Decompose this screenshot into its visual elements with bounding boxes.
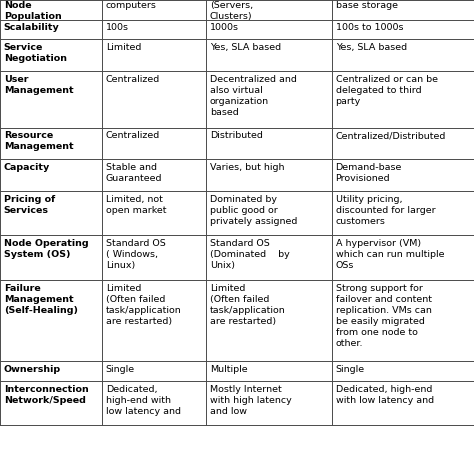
Text: User
Management: User Management — [4, 74, 73, 95]
Text: Centralized or can be
delegated to third
party: Centralized or can be delegated to third… — [336, 74, 438, 106]
Text: Centralized/Distributed: Centralized/Distributed — [336, 131, 446, 140]
Text: Varies, but high: Varies, but high — [210, 163, 284, 172]
Text: Node Operating
System (OS): Node Operating System (OS) — [4, 239, 89, 259]
Text: Distributed: Distributed — [210, 131, 263, 140]
Text: Mostly Internet
with high latency
and low: Mostly Internet with high latency and lo… — [210, 384, 292, 416]
Text: Stable and
Guaranteed: Stable and Guaranteed — [106, 163, 162, 183]
Text: computers: computers — [106, 1, 156, 10]
Text: Limited, not
open market: Limited, not open market — [106, 195, 166, 215]
Text: Yes, SLA based: Yes, SLA based — [210, 43, 281, 52]
Text: Dedicated, high-end
with low latency and: Dedicated, high-end with low latency and — [336, 384, 434, 405]
Text: Node
Population: Node Population — [4, 1, 62, 21]
Text: Standard OS
( Windows,
Linux): Standard OS ( Windows, Linux) — [106, 239, 165, 271]
Text: Centralized: Centralized — [106, 131, 160, 140]
Text: Yes, SLA based: Yes, SLA based — [336, 43, 407, 52]
Text: Standard OS
(Dominated    by
Unix): Standard OS (Dominated by Unix) — [210, 239, 290, 271]
Text: 1000s: 1000s — [210, 23, 239, 32]
Text: Resource
Management: Resource Management — [4, 131, 73, 151]
Text: Demand-base
Provisioned: Demand-base Provisioned — [336, 163, 402, 183]
Text: Single: Single — [106, 365, 135, 374]
Text: Capacity: Capacity — [4, 163, 50, 172]
Text: Dominated by
public good or
privately assigned: Dominated by public good or privately as… — [210, 195, 297, 226]
Text: A hypervisor (VM)
which can run multiple
OSs: A hypervisor (VM) which can run multiple… — [336, 239, 444, 271]
Text: Interconnection
Network/Speed: Interconnection Network/Speed — [4, 384, 89, 405]
Text: Utility pricing,
discounted for larger
customers: Utility pricing, discounted for larger c… — [336, 195, 435, 226]
Text: Service
Negotiation: Service Negotiation — [4, 43, 67, 63]
Text: Scalability: Scalability — [4, 23, 60, 32]
Text: Multiple: Multiple — [210, 365, 247, 374]
Text: Single: Single — [336, 365, 365, 374]
Text: Limited: Limited — [106, 43, 141, 52]
Text: (Servers,
Clusters): (Servers, Clusters) — [210, 1, 253, 21]
Text: 100s: 100s — [106, 23, 129, 32]
Text: Decentralized and
also virtual
organization
based: Decentralized and also virtual organizat… — [210, 74, 297, 117]
Text: Dedicated,
high-end with
low latency and: Dedicated, high-end with low latency and — [106, 384, 181, 416]
Text: Failure
Management
(Self-Healing): Failure Management (Self-Healing) — [4, 283, 78, 315]
Text: Pricing of
Services: Pricing of Services — [4, 195, 55, 215]
Text: Centralized: Centralized — [106, 74, 160, 83]
Text: Strong support for
failover and content
replication. VMs can
be easily migrated
: Strong support for failover and content … — [336, 283, 432, 348]
Text: 100s to 1000s: 100s to 1000s — [336, 23, 403, 32]
Text: Limited
(Often failed
task/application
are restarted): Limited (Often failed task/application a… — [106, 283, 182, 326]
Text: Ownership: Ownership — [4, 365, 61, 374]
Text: base storage: base storage — [336, 1, 398, 10]
Text: Limited
(Often failed
task/application
are restarted): Limited (Often failed task/application a… — [210, 283, 286, 326]
